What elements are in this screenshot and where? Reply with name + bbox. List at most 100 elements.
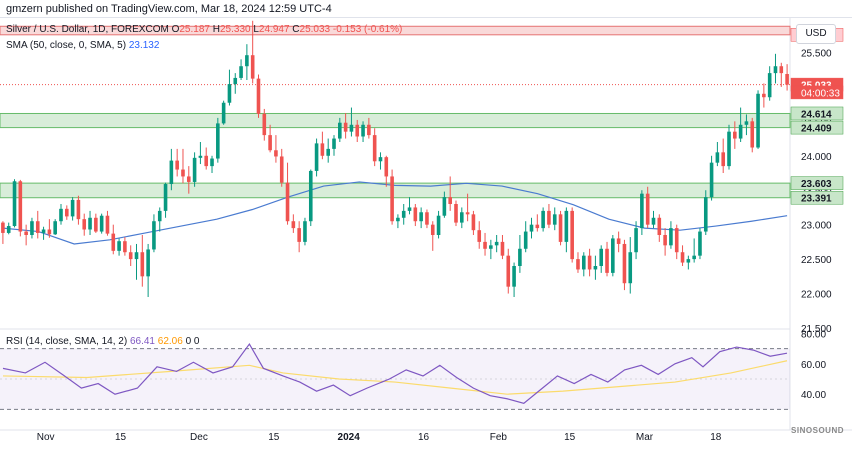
candle-body (76, 199, 81, 220)
candle-body (640, 193, 644, 229)
price-chart-svg[interactable]: 25.50025.00024.50024.00023.50023.00022.5… (0, 18, 852, 449)
time-tick-label: Dec (190, 432, 208, 443)
candle-body (733, 131, 737, 139)
candle-body (140, 252, 145, 277)
rsi-line (2, 342, 788, 404)
candle-body (18, 181, 23, 232)
candle-body (570, 210, 574, 260)
candle-body (239, 66, 243, 78)
sr-zone-1 (0, 112, 791, 129)
candle-body (686, 259, 691, 263)
price-tick-label: 21.500 (801, 324, 832, 335)
candle-body (30, 221, 34, 235)
time-tick-label: 15 (115, 432, 127, 443)
candle-body (88, 217, 92, 230)
candle-body (564, 210, 569, 242)
price-axis-label: 23.391 (801, 194, 832, 205)
candle-body (285, 182, 290, 222)
candle-body (419, 212, 423, 222)
candle-body (274, 150, 278, 157)
candle-body (245, 55, 249, 67)
candle-body (674, 228, 679, 253)
candle-body (773, 66, 778, 74)
candle-body (727, 131, 731, 167)
candle-body (535, 224, 540, 229)
candle-body (117, 241, 121, 251)
candle-body (53, 221, 57, 235)
candle-body (303, 221, 307, 242)
candle-body (460, 212, 464, 223)
chart-panel[interactable]: 25.50025.00024.50024.00023.50023.00022.5… (0, 18, 852, 449)
candle-body (756, 93, 760, 148)
sma-line (2, 181, 788, 245)
candle-body (175, 160, 179, 170)
candle-body (767, 73, 772, 98)
candle-body (105, 215, 110, 234)
currency-button[interactable]: USD (796, 24, 836, 44)
price-tick-label: 25.500 (801, 48, 832, 59)
candle-body (59, 208, 63, 222)
candle-body (320, 143, 325, 156)
ohlc-high-value: 25.330 (219, 24, 251, 35)
candle-body (355, 124, 360, 137)
candle-body (146, 249, 150, 277)
symbol-legend: Silver / U.S. Dollar, 1D, FOREXCOM O25.1… (6, 24, 402, 35)
ohlc-close-value: 25.033 (299, 24, 331, 35)
candle-body (94, 217, 98, 232)
candle-body (297, 228, 301, 242)
time-tick-label: 15 (564, 432, 576, 443)
candle-body (762, 93, 766, 98)
price-axis-label: 24.409 (801, 124, 832, 135)
candle-body (669, 228, 673, 246)
ohlc-low-value: 24.947 (258, 24, 290, 35)
candle-body (698, 231, 702, 256)
candle-body (291, 221, 296, 229)
candle-body (134, 252, 139, 260)
rsi-tick-label: 60.00 (801, 360, 826, 371)
candle-body (268, 135, 272, 151)
candle-body (500, 241, 505, 256)
price-axis-label-bg (790, 190, 844, 205)
price-tick-label: 22.000 (801, 290, 832, 301)
candle-body (738, 124, 743, 139)
candle-body (157, 210, 162, 222)
sma-legend: SMA (50, close, 0, SMA, 5) 23.132 (6, 40, 159, 51)
candle-body (442, 197, 447, 216)
candle-body (314, 143, 319, 171)
candle-body (227, 84, 232, 103)
price-tick-label: 24.000 (801, 152, 832, 163)
candle-body (169, 160, 174, 185)
candle-body (12, 181, 17, 227)
time-tick-label: Mar (636, 432, 654, 443)
candle-body (465, 212, 470, 215)
candle-body (599, 248, 604, 266)
candle-body (198, 155, 203, 158)
candle-body (430, 224, 435, 235)
candle-body (250, 55, 255, 79)
candle-body (413, 207, 418, 222)
candle-body (436, 215, 441, 235)
candle-body (721, 152, 725, 167)
candle-body (82, 219, 87, 230)
candle-body (628, 252, 633, 284)
candle-body (605, 248, 609, 273)
candle-body (256, 78, 261, 114)
ohlc-low-label: L (253, 24, 259, 35)
candle-body (709, 162, 714, 198)
candle-body (425, 212, 429, 225)
candle-body (529, 224, 534, 232)
time-tick-label: 2024 (338, 432, 361, 443)
candle-body (471, 214, 476, 231)
price-axis-label-bg (790, 176, 844, 190)
candle-body (541, 210, 545, 229)
candle-body (611, 238, 615, 273)
candle-body (152, 221, 156, 250)
price-axis-label-bg (790, 106, 844, 121)
candle-body (489, 245, 493, 249)
candle-body (70, 199, 75, 217)
rsi-value: 66.41 (129, 336, 155, 347)
candle-body (547, 210, 551, 225)
candle-body (744, 121, 749, 125)
candle-body (349, 124, 354, 132)
candle-body (186, 176, 191, 182)
